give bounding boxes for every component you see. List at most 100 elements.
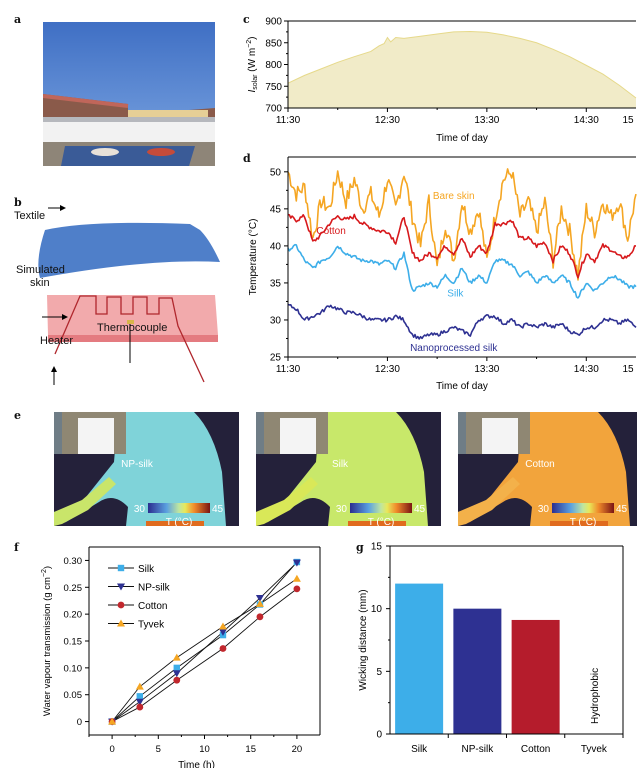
test-box	[61, 146, 195, 166]
panel-c-label: c	[243, 13, 250, 26]
legend-label: Silk	[138, 564, 155, 575]
y-tick-label: 10	[371, 604, 383, 615]
point-cotton	[136, 703, 144, 711]
legend-marker-np-silk	[117, 583, 125, 591]
heater-arrowhead	[51, 366, 57, 372]
series-line-silk	[111, 561, 298, 722]
parapet	[43, 122, 215, 142]
point-tyvek	[255, 599, 264, 607]
chart-solar-irradiance: 700 750 800 850 900 11:30 12:30 13:30 14:30 15 Tim…	[246, 17, 637, 144]
point-np-silk	[218, 628, 227, 636]
point-tyvek	[135, 682, 144, 690]
x-tick-label: 5	[156, 744, 161, 755]
point-tyvek	[218, 622, 227, 630]
label-skin: skin	[30, 277, 50, 289]
y-axis-label: Isolar (W m−2)	[246, 37, 259, 93]
panel-e-label: e	[14, 409, 21, 422]
y-tick-label: 0.05	[64, 690, 83, 701]
colorbar	[148, 503, 210, 513]
heater-wire	[54, 295, 205, 383]
series-line-tyvek	[111, 578, 298, 722]
y-tick-label: 0.30	[64, 556, 83, 567]
colorbar	[350, 503, 412, 513]
series-line-np-silk	[111, 562, 298, 722]
point-cotton	[219, 645, 227, 652]
annotation-bare-skin: Bare skin	[433, 191, 475, 202]
colorbar-label: T (°C)	[368, 517, 395, 526]
textile-arrowhead	[60, 205, 66, 211]
legend-marker-silk	[117, 564, 125, 572]
y-tick-label: 30	[270, 315, 282, 326]
x-tick-label: 13:30	[474, 115, 499, 126]
y-tick-label: 15	[371, 542, 383, 553]
y-tick-label: 0.25	[64, 583, 83, 594]
bar-cotton	[511, 619, 560, 734]
x-tick-label: 11:30	[276, 115, 301, 126]
roof-left	[43, 94, 129, 108]
simulated-skin-slab	[47, 295, 218, 335]
legend-label: NP-silk	[138, 583, 171, 594]
y-tick-label: 35	[270, 278, 282, 289]
y-tick-label: 0.10	[64, 663, 83, 674]
panel-d-label: d	[243, 152, 251, 165]
sample-left	[91, 148, 119, 156]
thermal-label: Cotton	[525, 459, 554, 470]
panel-g-label: g	[356, 541, 364, 554]
chart-skin-temperature: 25 30 35 40 45 50 11:30 12:30 13:30 14:30 15 Time o…	[248, 156, 637, 392]
x-axis-label: Time of day	[436, 381, 488, 392]
colorbar-max: 45	[212, 504, 224, 515]
x-tick-label: 15	[622, 115, 634, 126]
thermal-image-silk: Silk 30 45 T (°C)	[256, 412, 441, 526]
bar-np-silk	[453, 608, 502, 734]
panel-b-schematic	[38, 205, 221, 385]
y-tick-label: 0.20	[64, 610, 83, 621]
label-simulated: Simulated	[16, 264, 65, 276]
label-thermocouple: Thermocouple	[97, 322, 168, 334]
arm-thermal	[458, 477, 520, 526]
skin-edge	[48, 335, 218, 342]
point-tyvek	[292, 574, 301, 582]
y-tick-label: 40	[270, 241, 282, 252]
x-tick-label: Tyvek	[581, 744, 608, 755]
x-axis-label: Time (h)	[178, 760, 215, 768]
colorbar-min: 30	[538, 504, 550, 515]
colorbar-min: 30	[336, 504, 348, 515]
solar-area	[288, 31, 636, 108]
legend-marker-tyvek	[117, 619, 125, 627]
legend-marker-cotton	[117, 601, 125, 609]
railing	[43, 117, 215, 122]
series-line-bare-skin	[287, 168, 637, 281]
y-tick-label: 0.15	[64, 637, 83, 648]
thermal-image-np-silk: NP-silk 30 45 T (°C)	[54, 412, 239, 526]
y-axis-label: Temperature (°C)	[248, 219, 259, 296]
point-np-silk	[172, 670, 181, 678]
x-tick-label: Cotton	[521, 744, 550, 755]
point-tyvek	[172, 653, 181, 661]
panel-b-label: b	[14, 196, 22, 209]
x-tick-label: 14:30	[574, 364, 599, 375]
solar-line	[287, 30, 637, 99]
colorbar-label: T (°C)	[570, 517, 597, 526]
legend-label: Tyvek	[138, 620, 165, 631]
point-np-silk	[135, 698, 144, 706]
label-textile: Textile	[14, 210, 46, 222]
x-axis-label: Time of day	[436, 133, 488, 144]
colorbar-max: 45	[414, 504, 426, 515]
inset-photo-fence	[54, 412, 62, 454]
textile-layer	[38, 222, 221, 278]
y-tick-label: 50	[270, 167, 282, 178]
y-axis-label: Wicking distance (mm)	[358, 589, 369, 690]
x-tick-label: 11:30	[276, 364, 301, 375]
y-tick-label: 45	[270, 204, 282, 215]
point-cotton	[256, 613, 264, 621]
label-heater: Heater	[40, 335, 74, 347]
y-tick-label: 750	[265, 82, 282, 93]
inset-photo-person	[280, 418, 316, 454]
series-line-cotton	[287, 213, 637, 279]
thermal-label: Silk	[332, 459, 349, 470]
sample-right	[147, 148, 175, 156]
arm-thermal	[54, 477, 116, 526]
skin-arrowhead	[62, 314, 68, 320]
y-tick-label: 900	[265, 17, 282, 28]
panel-a-label: a	[14, 13, 22, 26]
